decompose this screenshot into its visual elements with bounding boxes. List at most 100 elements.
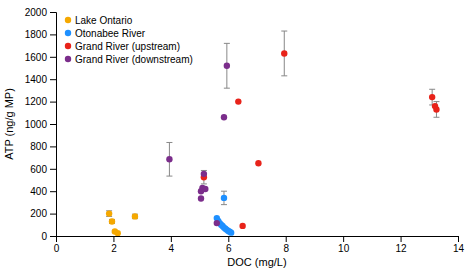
y-tick: 800 bbox=[30, 141, 56, 152]
x-tick-label: 12 bbox=[396, 243, 408, 254]
y-tick-mark bbox=[50, 79, 56, 80]
point bbox=[429, 94, 435, 100]
legend-label: Otonabee River bbox=[75, 28, 146, 39]
y-tick: 600 bbox=[30, 164, 56, 175]
x-tick: 4 bbox=[169, 236, 175, 254]
x-tick-mark bbox=[401, 236, 402, 242]
y-tick: 2000 bbox=[25, 7, 56, 18]
x-tick-mark bbox=[343, 236, 344, 242]
point bbox=[166, 156, 172, 162]
y-tick-mark bbox=[50, 236, 56, 237]
y-tick-mark bbox=[50, 214, 56, 215]
x-tick-label: 4 bbox=[169, 243, 175, 254]
x-axis: 0 2 4 6 8 10 12 14 bbox=[54, 236, 465, 254]
legend-item: Grand River (upstream) bbox=[65, 41, 180, 52]
x-tick-label: 14 bbox=[453, 243, 465, 254]
x-tick-mark bbox=[458, 236, 459, 242]
point bbox=[221, 114, 227, 120]
x-tick-mark bbox=[113, 236, 114, 242]
x-tick: 10 bbox=[338, 236, 350, 254]
y-tick-label: 600 bbox=[30, 164, 47, 175]
legend-item: Lake Ontario bbox=[65, 15, 133, 26]
y-tick: 200 bbox=[30, 208, 56, 219]
x-tick-label: 0 bbox=[54, 243, 60, 254]
point bbox=[109, 218, 115, 224]
point bbox=[433, 106, 439, 112]
y-tick-label: 1000 bbox=[25, 119, 48, 130]
point bbox=[239, 223, 245, 229]
x-tick: 2 bbox=[111, 236, 117, 254]
x-tick-mark bbox=[171, 236, 172, 242]
x-axis-line bbox=[57, 237, 459, 243]
legend-label: Lake Ontario bbox=[75, 15, 133, 26]
y-tick-label: 1200 bbox=[25, 96, 48, 107]
y-tick-mark bbox=[50, 102, 56, 103]
legend-item: Grand River (downstream) bbox=[65, 54, 193, 65]
legend-marker bbox=[65, 30, 71, 36]
error-bar bbox=[106, 211, 112, 217]
y-tick-mark bbox=[50, 57, 56, 58]
legend: Lake Ontario Otonabee River Grand River (u… bbox=[65, 15, 193, 65]
y-tick-mark bbox=[50, 124, 56, 125]
x-tick-mark bbox=[286, 236, 287, 242]
y-tick-mark bbox=[50, 146, 56, 147]
point bbox=[235, 98, 241, 104]
x-tick: 0 bbox=[54, 236, 60, 254]
series bbox=[201, 31, 440, 229]
y-tick: 1600 bbox=[25, 52, 56, 63]
error-bar bbox=[281, 31, 287, 76]
y-tick-label: 800 bbox=[30, 141, 47, 152]
point bbox=[132, 213, 138, 219]
y-tick-label: 200 bbox=[30, 208, 47, 219]
x-tick: 8 bbox=[283, 236, 289, 254]
x-tick: 12 bbox=[396, 236, 408, 254]
chart: 0246810121402004006008001000120014001600… bbox=[0, 0, 474, 272]
legend-label: Grand River (upstream) bbox=[75, 41, 180, 52]
error-bar bbox=[201, 170, 207, 183]
y-tick: 1800 bbox=[25, 29, 56, 40]
y-tick: 400 bbox=[30, 186, 56, 197]
y-tick-mark bbox=[50, 191, 56, 192]
y-tick-label: 400 bbox=[30, 186, 47, 197]
error-bar bbox=[132, 214, 138, 218]
plot-area: 0246810121402004006008001000120014001600… bbox=[25, 7, 465, 254]
x-tick-label: 10 bbox=[338, 243, 350, 254]
y-tick-mark bbox=[50, 169, 56, 170]
y-tick-label: 1800 bbox=[25, 29, 48, 40]
legend-label: Grand River (downstream) bbox=[75, 54, 193, 65]
legend-marker bbox=[65, 17, 71, 23]
point bbox=[115, 230, 121, 236]
point bbox=[198, 195, 204, 201]
x-tick-mark bbox=[228, 236, 229, 242]
legend-marker bbox=[65, 56, 71, 62]
point bbox=[202, 186, 208, 192]
y-tick-label: 1600 bbox=[25, 52, 48, 63]
point bbox=[106, 210, 112, 216]
y-tick-mark bbox=[50, 34, 56, 35]
point bbox=[224, 63, 230, 69]
y-tick: 1200 bbox=[25, 96, 56, 107]
error-bar bbox=[166, 142, 172, 176]
y-tick-mark bbox=[50, 12, 56, 13]
y-tick: 1000 bbox=[25, 119, 56, 130]
error-bar bbox=[429, 89, 435, 105]
point bbox=[201, 171, 207, 177]
y-tick-label: 2000 bbox=[25, 7, 48, 18]
x-tick: 6 bbox=[226, 236, 232, 254]
y-tick: 0 bbox=[41, 231, 56, 242]
point bbox=[255, 160, 261, 166]
y-tick-label: 0 bbox=[41, 231, 47, 242]
error-bar bbox=[221, 191, 227, 204]
point bbox=[228, 229, 234, 235]
y-axis-line bbox=[50, 13, 57, 237]
x-tick-label: 8 bbox=[283, 243, 289, 254]
error-bar bbox=[224, 43, 230, 88]
point bbox=[221, 195, 227, 201]
series bbox=[106, 210, 138, 236]
legend-marker bbox=[65, 43, 71, 49]
point bbox=[214, 220, 220, 226]
y-axis-title: ATP (ng/g MP) bbox=[3, 88, 15, 160]
point bbox=[281, 50, 287, 56]
x-tick-label: 6 bbox=[226, 243, 232, 254]
series bbox=[166, 43, 230, 226]
